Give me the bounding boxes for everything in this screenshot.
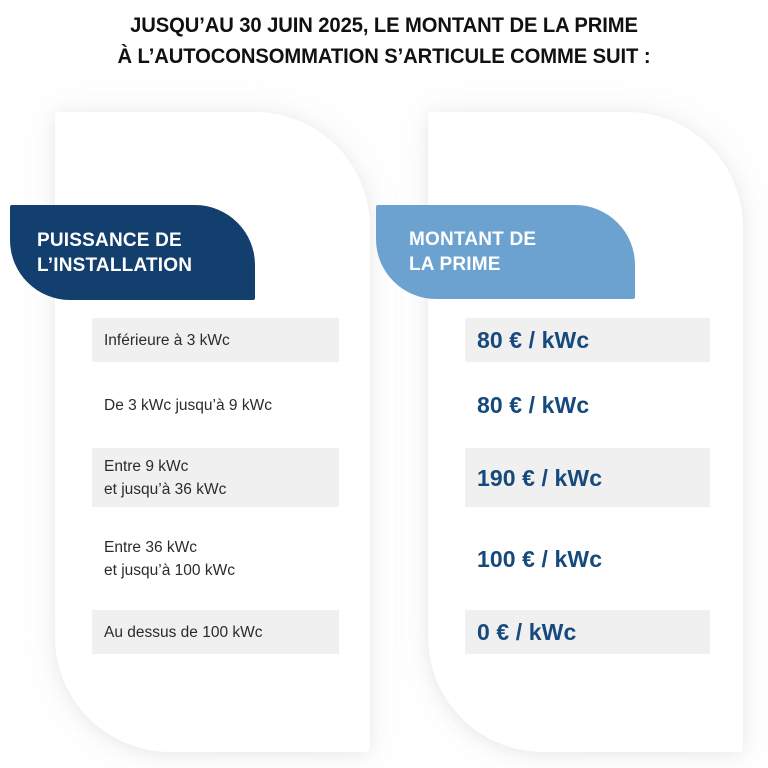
- power-label: Au dessus de 100 kWc: [104, 623, 263, 641]
- page-title-line-2: À L’AUTOCONSOMMATION S’ARTICULE COMME SU…: [117, 44, 651, 68]
- power-label: Entre 36 kWc et jusqu’à 100 kWc: [104, 538, 235, 579]
- table-row: 100 € / kWc: [465, 529, 710, 588]
- amount-header-line-2: LA PRIME: [409, 254, 501, 275]
- table-row: 80 € / kWc: [465, 383, 710, 427]
- table-row: De 3 kWc jusqu’à 9 kWc: [92, 383, 339, 427]
- page-title: JUSQU’AU 30 JUIN 2025, LE MONTANT DE LA …: [0, 10, 768, 72]
- amount-value: 80 € / kWc: [477, 327, 590, 353]
- amount-value: 0 € / kWc: [477, 619, 577, 645]
- power-column-header-text: PUISSANCE DE L’INSTALLATION: [37, 228, 192, 278]
- table-row: Au dessus de 100 kWc: [92, 610, 339, 654]
- table-row: 80 € / kWc: [465, 318, 710, 362]
- table-row: Inférieure à 3 kWc: [92, 318, 339, 362]
- power-column-header-badge: PUISSANCE DE L’INSTALLATION: [10, 205, 255, 300]
- power-header-line-1: PUISSANCE DE: [37, 229, 182, 251]
- amount-value: 190 € / kWc: [477, 464, 603, 491]
- table-row: Entre 9 kWc et jusqu’à 36 kWc: [92, 448, 339, 507]
- power-label: De 3 kWc jusqu’à 9 kWc: [104, 396, 272, 414]
- amount-column-header-text: MONTANT DE LA PRIME: [409, 227, 536, 277]
- amount-value: 80 € / kWc: [477, 392, 590, 418]
- power-label: Inférieure à 3 kWc: [104, 331, 230, 349]
- amount-column-header-badge: MONTANT DE LA PRIME: [376, 205, 635, 299]
- power-rows-list: Inférieure à 3 kWc De 3 kWc jusqu’à 9 kW…: [92, 318, 339, 654]
- amount-header-line-1: MONTANT DE: [409, 229, 537, 250]
- power-header-line-2: L’INSTALLATION: [37, 254, 193, 276]
- page-title-line-1: JUSQU’AU 30 JUIN 2025, LE MONTANT DE LA …: [130, 13, 638, 37]
- table-row: 0 € / kWc: [465, 610, 710, 654]
- power-label: Entre 9 kWc et jusqu’à 36 kWc: [104, 457, 227, 498]
- amount-value: 100 € / kWc: [477, 545, 603, 572]
- amount-rows-list: 80 € / kWc 80 € / kWc 190 € / kWc 100 € …: [465, 318, 710, 654]
- table-row: 190 € / kWc: [465, 448, 710, 507]
- table-row: Entre 36 kWc et jusqu’à 100 kWc: [92, 529, 339, 588]
